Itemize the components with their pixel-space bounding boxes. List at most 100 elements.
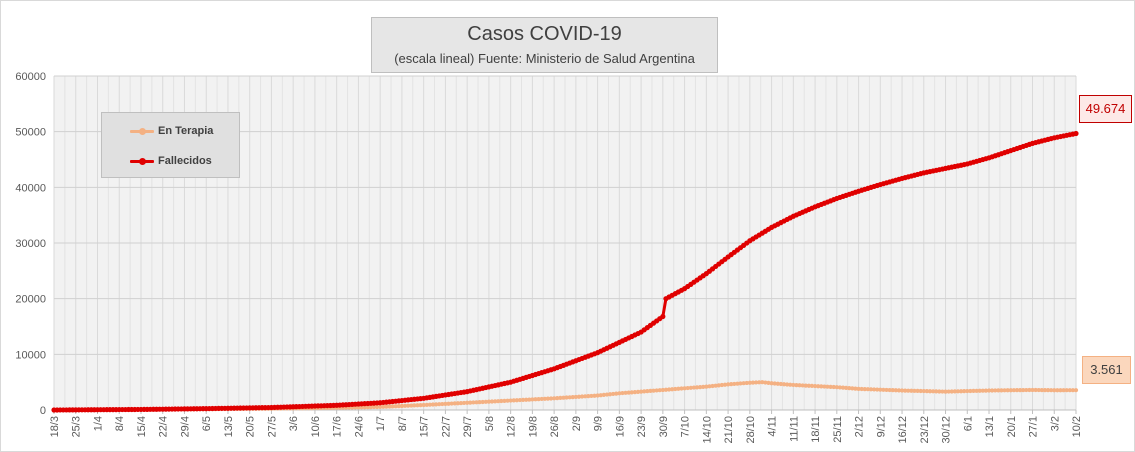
data-point-en-terapia: [912, 388, 917, 393]
data-point-en-terapia: [1070, 388, 1075, 393]
data-point-en-terapia: [682, 386, 687, 391]
data-point-en-terapia: [471, 400, 476, 405]
data-point-en-terapia: [927, 389, 933, 394]
data-point-en-terapia: [943, 389, 948, 394]
y-tick-label: 40000: [15, 182, 46, 194]
data-point-en-terapia: [980, 388, 985, 393]
data-point-en-terapia: [710, 383, 715, 389]
data-point-en-terapia: [1073, 388, 1079, 393]
data-point-en-terapia: [775, 381, 780, 386]
data-point-en-terapia: [514, 398, 519, 403]
data-point-en-terapia: [1014, 388, 1020, 393]
data-point-en-terapia: [760, 380, 765, 385]
x-tick-label: 21/10: [723, 416, 735, 444]
x-tick-label: 14/10: [701, 416, 713, 444]
data-point-en-terapia: [465, 400, 470, 405]
data-point-en-terapia: [918, 388, 923, 394]
data-point-en-terapia: [583, 394, 588, 399]
data-point-en-terapia: [1030, 387, 1035, 393]
data-point-en-terapia: [387, 404, 392, 409]
data-point-en-terapia: [520, 397, 526, 402]
data-point-en-terapia: [1055, 388, 1060, 393]
data-point-en-terapia: [673, 386, 678, 392]
x-tick-label: 8/7: [397, 416, 409, 431]
data-point-en-terapia: [365, 405, 370, 410]
legend-swatch-fallecidos: [130, 155, 154, 167]
data-point-en-terapia: [890, 388, 895, 393]
data-point-en-terapia: [666, 387, 672, 392]
data-point-en-terapia: [962, 389, 967, 394]
data-point-en-terapia: [539, 396, 544, 402]
data-point-en-terapia: [1036, 387, 1041, 393]
data-point-en-terapia: [937, 389, 942, 394]
data-point-en-terapia: [533, 397, 538, 402]
x-tick-label: 10/2: [1071, 416, 1083, 437]
data-point-en-terapia: [732, 381, 737, 387]
x-tick-label: 10/6: [310, 416, 322, 437]
data-point-en-terapia: [648, 388, 653, 394]
data-point-en-terapia: [722, 382, 728, 387]
data-point-en-terapia: [862, 386, 867, 392]
data-point-en-terapia: [990, 388, 995, 393]
y-tick-label: 20000: [15, 294, 46, 306]
x-tick-label: 1/4: [92, 416, 104, 431]
data-point-en-terapia: [629, 390, 634, 395]
data-point-en-terapia: [607, 392, 613, 397]
data-point-en-terapia: [698, 385, 703, 390]
x-tick-label: 23/9: [636, 416, 648, 437]
data-point-en-terapia: [561, 395, 566, 400]
data-point-en-terapia: [828, 384, 833, 389]
chart-title-box: Casos COVID-19 (escala lineal) Fuente: M…: [371, 17, 718, 73]
data-point-en-terapia: [809, 383, 815, 388]
x-tick-label: 25/11: [832, 416, 844, 443]
data-point-en-terapia: [865, 387, 870, 392]
data-point-en-terapia: [586, 394, 591, 399]
x-tick-label: 6/5: [201, 416, 213, 431]
data-point-en-terapia: [983, 388, 989, 393]
data-point-en-terapia: [427, 402, 432, 407]
data-point-en-terapia: [899, 388, 905, 393]
data-point-en-terapia: [1027, 387, 1032, 393]
data-point-fallecidos: [1073, 130, 1079, 137]
data-point-en-terapia: [374, 404, 380, 410]
data-point-en-terapia: [881, 387, 886, 392]
data-point-en-terapia: [592, 393, 597, 398]
data-point-en-terapia: [1017, 388, 1023, 393]
data-point-en-terapia: [725, 382, 731, 387]
x-tick-label: 13/5: [223, 416, 235, 437]
x-tick-label: 8/4: [114, 416, 126, 431]
data-point-en-terapia: [694, 385, 700, 390]
data-point-en-terapia: [993, 388, 998, 393]
data-point-en-terapia: [483, 399, 488, 404]
data-point-en-terapia: [1067, 388, 1072, 393]
data-label-fallecidos-last: 49.674: [1079, 95, 1132, 123]
data-point-en-terapia: [878, 387, 883, 392]
data-point-en-terapia: [812, 383, 818, 389]
x-tick-label: 16/12: [897, 416, 909, 444]
data-point-en-terapia: [409, 403, 414, 408]
data-point-en-terapia: [853, 386, 858, 391]
data-point-en-terapia: [701, 384, 706, 389]
data-point-en-terapia: [958, 389, 964, 394]
data-point-en-terapia: [856, 386, 861, 391]
data-label-en-terapia-last: 3.561: [1082, 356, 1131, 384]
data-point-en-terapia: [496, 399, 501, 404]
data-point-en-terapia: [1005, 388, 1010, 393]
x-tick-label: 27/1: [1028, 416, 1040, 437]
data-point-en-terapia: [887, 387, 892, 393]
data-point-en-terapia: [791, 382, 796, 388]
data-point-en-terapia: [1052, 388, 1057, 393]
data-point-en-terapia: [977, 388, 982, 393]
y-tick-label: 0: [40, 405, 46, 417]
data-point-en-terapia: [999, 388, 1004, 393]
data-point-en-terapia: [499, 398, 504, 404]
data-point-en-terapia: [750, 380, 756, 385]
data-point-en-terapia: [598, 393, 603, 398]
data-point-en-terapia: [729, 382, 734, 387]
data-point-en-terapia: [536, 397, 541, 402]
data-point-en-terapia: [934, 389, 939, 394]
data-point-en-terapia: [704, 384, 709, 389]
legend-item-fallecidos: Fallecidos: [130, 153, 212, 169]
data-point-en-terapia: [893, 388, 898, 393]
